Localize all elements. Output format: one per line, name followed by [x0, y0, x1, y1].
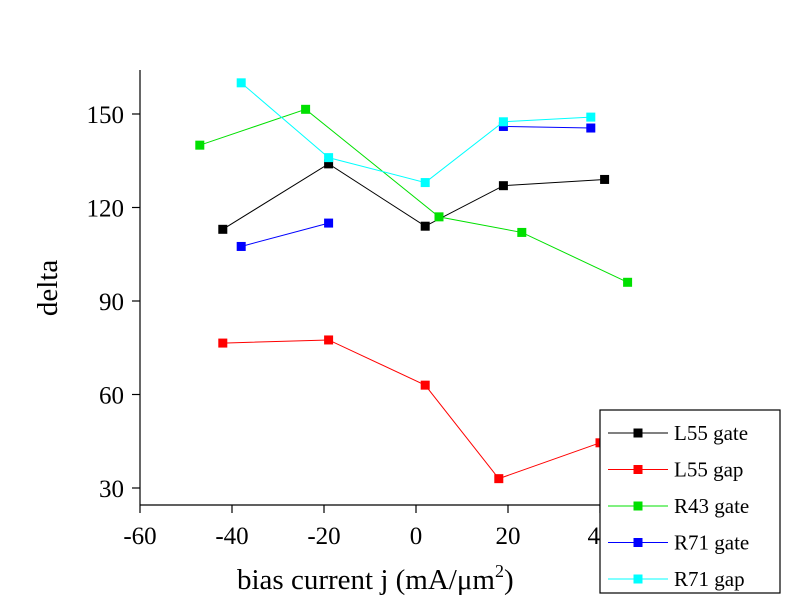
r71-gap-point — [324, 153, 334, 163]
legend-label-l55-gap: L55 gap — [674, 458, 743, 482]
legend-marker-l55-gap — [633, 465, 643, 474]
legend-marker-r71-gate — [633, 538, 643, 547]
l55-gap-point — [420, 380, 430, 390]
r71-gate-point — [498, 121, 508, 131]
r71-gate-line — [241, 222, 329, 247]
legend-box — [599, 409, 781, 594]
r71-gap-point — [236, 78, 246, 88]
x-axis-title-close: ) — [504, 564, 514, 596]
l55-gap-point — [494, 474, 504, 484]
r71-gate-point — [236, 241, 246, 251]
l55-gap-point — [324, 335, 334, 345]
legend-label-r43-gate: R43 gate — [674, 494, 749, 518]
r43-gate-line — [199, 108, 628, 283]
legend-label-r71-gap: R71 gap — [674, 567, 745, 591]
x-axis-title: bias current j (mA/μm2) — [237, 561, 514, 596]
legend-label-r71-gate: R71 gate — [674, 531, 749, 555]
r43-gate-point — [517, 227, 527, 237]
r71-gap-point — [420, 178, 430, 188]
y-tick-label: 30 — [99, 476, 124, 503]
l55-gate-point — [324, 159, 334, 169]
r71-gap-point — [586, 112, 596, 122]
l55-gate-point — [218, 224, 228, 234]
x-tick-label: -60 — [123, 523, 156, 550]
r43-gate-point — [623, 277, 633, 287]
r71-gate-point — [586, 123, 596, 133]
l55-gate-point — [420, 221, 430, 231]
x-ticks: -60-40-2002040 — [123, 505, 613, 550]
y-ticks: 30 60 90 120 150 — [87, 102, 140, 503]
plot-area — [195, 78, 633, 484]
l55-gap-point — [218, 338, 228, 348]
y-tick-label: 90 — [99, 289, 124, 316]
l55-gate-point — [498, 181, 508, 191]
r71-gate-line — [503, 125, 591, 129]
r43-gate-point — [434, 212, 444, 222]
r71-gap-line — [240, 82, 591, 184]
y-tick-label: 120 — [87, 195, 125, 222]
x-tick-label: 0 — [410, 523, 423, 550]
r71-gate-point — [324, 218, 334, 228]
r43-gate-point — [195, 140, 205, 150]
legend-marker-r43-gate — [633, 501, 643, 511]
r71-gap-point — [498, 117, 508, 127]
legend-marker-l55-gate — [633, 428, 643, 438]
l55-gate-point — [600, 174, 610, 184]
axes — [139, 70, 600, 506]
x-tick-label: 20 — [496, 523, 521, 550]
x-axis-title-main: bias current j (mA/μm — [237, 564, 495, 596]
y-tick-label: 60 — [99, 382, 124, 409]
y-axis-title: delta — [32, 260, 64, 316]
legend: L55 gate L55 gap R43 gate R71 gate R71 gap — [599, 409, 781, 594]
l55-gap-line — [222, 339, 601, 480]
legend-label-l55-gate: L55 gate — [674, 421, 748, 445]
x-tick-label: -20 — [307, 523, 340, 550]
x-tick-label: -40 — [215, 523, 248, 550]
legend-marker-r71-gap — [633, 574, 643, 584]
x-axis-title-sup: 2 — [495, 561, 504, 581]
r43-gate-point — [301, 104, 311, 114]
y-tick-label: 150 — [87, 102, 125, 129]
